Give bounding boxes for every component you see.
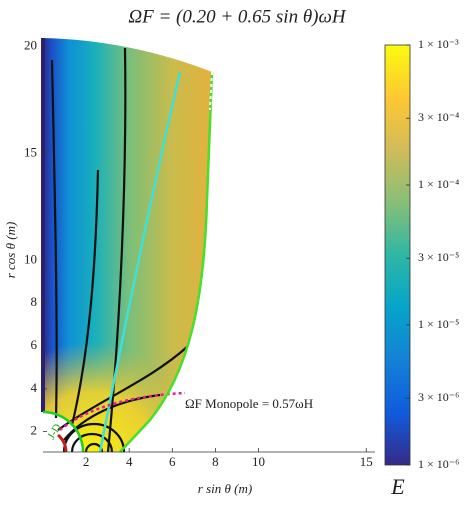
colorbar-tick-label: 1 × 10⁻⁴: [418, 177, 459, 191]
colorbar-tick-label: 3 × 10⁻⁶: [418, 390, 459, 404]
colorbar-tick-label: 1 × 10⁻⁵: [418, 317, 459, 331]
colorbar-tick-label: 1 × 10⁻⁶: [418, 457, 459, 471]
chart-title: ΩF = (0.20 + 0.65 sin θ)ωH: [128, 6, 347, 27]
jd-boundary: [42, 410, 85, 453]
x-tick-label: 8: [212, 454, 219, 469]
y-tick-label: 8: [31, 294, 38, 309]
x-tick-label: 2: [83, 454, 90, 469]
x-axis-label: r sin θ (m): [198, 481, 252, 496]
colorbar-tick-label: 1 × 10⁻³: [418, 37, 459, 51]
x-tick-label: 15: [360, 454, 373, 469]
outer-boundary: [119, 71, 214, 453]
red-line: [56, 433, 68, 453]
field-lines: [50, 47, 188, 453]
y-tick-label: 4: [31, 380, 38, 395]
y-tick-label: 10: [24, 251, 37, 266]
colorbar-tick-label: 3 × 10⁻⁵: [418, 250, 459, 264]
x-tick-label: 6: [169, 454, 176, 469]
y-tick-label: 15: [24, 144, 37, 159]
y-tick-label: 6: [31, 337, 38, 352]
field-hot: [43, 38, 212, 452]
x-tick-label: 10: [252, 454, 265, 469]
colorbar: [384, 44, 411, 466]
y-axis-label: r cos θ (m): [3, 222, 18, 279]
colorbar-tick-label: 3 × 10⁻⁴: [418, 110, 459, 124]
x-tick-label: 4: [126, 454, 133, 469]
dotted-edge: [209, 71, 213, 111]
colorbar-label: E: [390, 474, 405, 499]
y-tick-label: 20: [24, 37, 37, 52]
annotation: ΩF Monopole = 0.57ωH: [185, 396, 313, 411]
y-tick-label: 2: [31, 423, 38, 438]
cyan-line: [98, 71, 182, 453]
